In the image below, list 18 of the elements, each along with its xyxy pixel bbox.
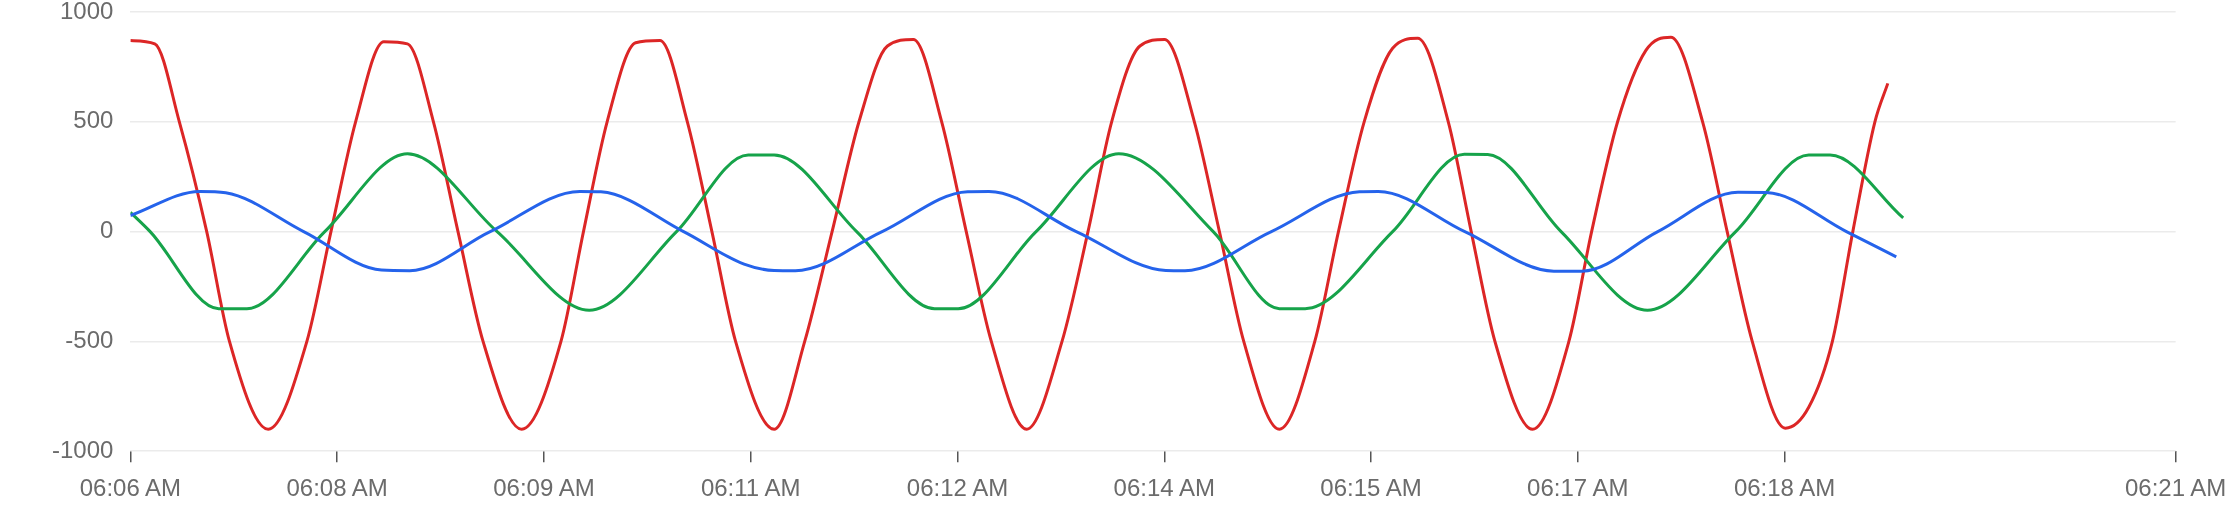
- x-tick-label: 06:18 AM: [1733, 474, 1836, 502]
- x-tick-label: 06:17 AM: [1527, 474, 1629, 502]
- y-tick-label: -1000: [51, 435, 114, 463]
- x-tick-label: 06:11 AM: [700, 474, 801, 502]
- line-series: [130, 152, 1905, 312]
- y-tick-label: 0: [100, 216, 114, 244]
- x-tick-label: 06:12 AM: [906, 474, 1009, 502]
- x-tick-label: 06:08 AM: [286, 474, 388, 502]
- y-tick-label: 500: [73, 106, 114, 134]
- y-tick-label: 1000: [59, 0, 114, 24]
- x-tick-label: 06:06 AM: [79, 474, 182, 502]
- x-tick-label: 06:21 AM: [2124, 474, 2227, 502]
- x-tick-label: 06:09 AM: [493, 474, 595, 502]
- x-tick-label: 06:14 AM: [1113, 474, 1215, 502]
- line-series: [130, 35, 1890, 431]
- x-tick-label: 06:15 AM: [1320, 474, 1422, 502]
- y-tick-label: -500: [65, 326, 114, 354]
- line-series: [130, 189, 1898, 273]
